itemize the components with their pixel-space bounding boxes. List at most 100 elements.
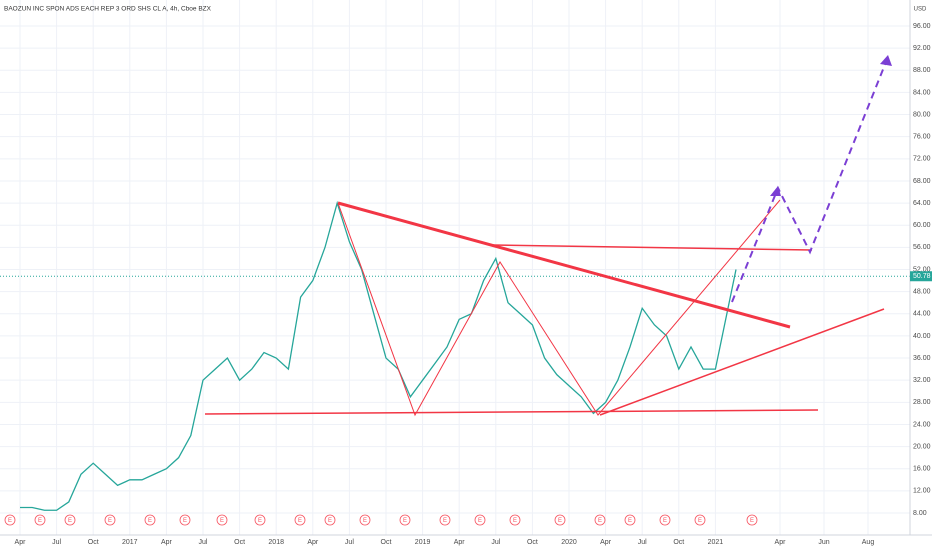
earnings-icon (509, 514, 521, 526)
trendline (492, 244, 813, 251)
y-tick-label: 40.00 (913, 333, 931, 340)
drawings (204, 55, 892, 417)
arrowhead (880, 55, 892, 66)
last-price-label: 50.78 (913, 273, 931, 280)
price-line (20, 200, 737, 511)
earnings-icon (594, 514, 606, 526)
y-tick-label: 24.00 (913, 421, 931, 428)
x-tick-label: 2018 (268, 539, 284, 546)
earnings-icon (474, 514, 486, 526)
y-tick-label: 32.00 (913, 377, 931, 384)
x-tick-label: 2017 (122, 539, 138, 546)
earnings-icon (254, 514, 266, 526)
earnings-label: E (513, 518, 517, 524)
arrowhead (770, 186, 781, 196)
x-tick-label: Apr (307, 539, 319, 546)
x-tick-label: Apr (600, 539, 612, 546)
earnings-label: E (68, 518, 72, 524)
earnings-icon (104, 514, 116, 526)
x-tick-label: 2020 (561, 539, 577, 546)
earnings-label: E (403, 518, 407, 524)
y-tick-label: 72.00 (913, 156, 931, 163)
y-tick-label: 80.00 (913, 111, 931, 118)
y-tick-label: 64.00 (913, 200, 931, 207)
x-tick-label: Jul (345, 539, 354, 546)
currency: USD (914, 7, 927, 13)
y-tick-label: 60.00 (913, 222, 931, 229)
y-tick-label: 76.00 (913, 134, 931, 141)
y-tick-label: 92.00 (913, 45, 931, 52)
earnings-label: E (328, 518, 332, 524)
earnings-label: E (443, 518, 447, 524)
earnings-label: E (663, 518, 667, 524)
earnings-label: E (478, 518, 482, 524)
earnings-label: E (298, 518, 302, 524)
x-tick-label: Jul (199, 539, 208, 546)
earnings-icon (694, 514, 706, 526)
earnings-label: E (8, 518, 12, 524)
earnings-icon (659, 514, 671, 526)
price-layer (0, 200, 910, 511)
chart-title: BAOZUN INC SPON ADS EACH REP 3 ORD SHS C… (4, 6, 212, 13)
y-tick-label: 28.00 (913, 399, 931, 406)
axes: 8.00 12.00 16.00 20.00 24.00 28.00 32.00 36.00 4… (15, 23, 932, 546)
trendline (204, 409, 819, 415)
earnings-icon (4, 514, 16, 526)
x-tick-label: 2021 (708, 539, 724, 546)
y-tick-label: 68.00 (913, 178, 931, 185)
x-tick-label: Oct (88, 539, 99, 546)
y-tick-label: 56.00 (913, 244, 931, 251)
earnings-icon (179, 514, 191, 526)
earnings-icon (294, 514, 306, 526)
earnings-icon (624, 514, 636, 526)
earnings-icon (324, 514, 336, 526)
earnings-label: E (220, 518, 224, 524)
earnings-label: E (558, 518, 562, 524)
y-tick-label: 48.00 (913, 288, 931, 295)
x-tick-label: Oct (381, 539, 392, 546)
earnings-icon (144, 514, 156, 526)
projection (731, 56, 889, 303)
earnings-label: E (38, 518, 42, 524)
earnings-icon (399, 514, 411, 526)
y-tick-label: 36.00 (913, 355, 931, 362)
y-tick-label: 96.00 (913, 23, 931, 30)
earnings-label: E (148, 518, 152, 524)
y-tick-label: 44.00 (913, 311, 931, 318)
y-tick-label: 8.00 (913, 510, 927, 517)
x-tick-label: Aug (862, 539, 875, 546)
trendline (337, 201, 791, 329)
earnings-icon (34, 514, 46, 526)
y-tick-label: 84.00 (913, 89, 931, 96)
x-tick-label: Apr (161, 539, 173, 546)
x-tick-label: Oct (673, 539, 684, 546)
earnings-label: E (363, 518, 367, 524)
earnings-icon (64, 514, 76, 526)
earnings-label: E (108, 518, 112, 524)
x-tick-label: Jul (638, 539, 647, 546)
earnings-label: E (628, 518, 632, 524)
y-tick-label: 16.00 (913, 466, 931, 473)
earnings-icon (359, 514, 371, 526)
earnings-icon (554, 514, 566, 526)
last-price-tag (910, 271, 932, 282)
x-tick-label: Oct (234, 539, 245, 546)
y-tick-label: 20.00 (913, 443, 931, 450)
earnings-icon (746, 514, 758, 526)
x-tick-label: Apr (15, 539, 27, 546)
earnings-icon (216, 514, 228, 526)
x-tick-label: Apr (454, 539, 466, 546)
x-tick-label: 2019 (415, 539, 431, 546)
earnings-label: E (598, 518, 602, 524)
trendline (599, 308, 885, 416)
earnings-label: E (183, 518, 187, 524)
earnings-label: E (698, 518, 702, 524)
earnings-label: E (750, 518, 754, 524)
earnings-label: E (258, 518, 262, 524)
x-tick-label: Jun (818, 539, 829, 546)
y-tick-label: 52.00 (913, 266, 931, 273)
x-tick-label: Jul (491, 539, 500, 546)
x-tick-label: Oct (527, 539, 538, 546)
